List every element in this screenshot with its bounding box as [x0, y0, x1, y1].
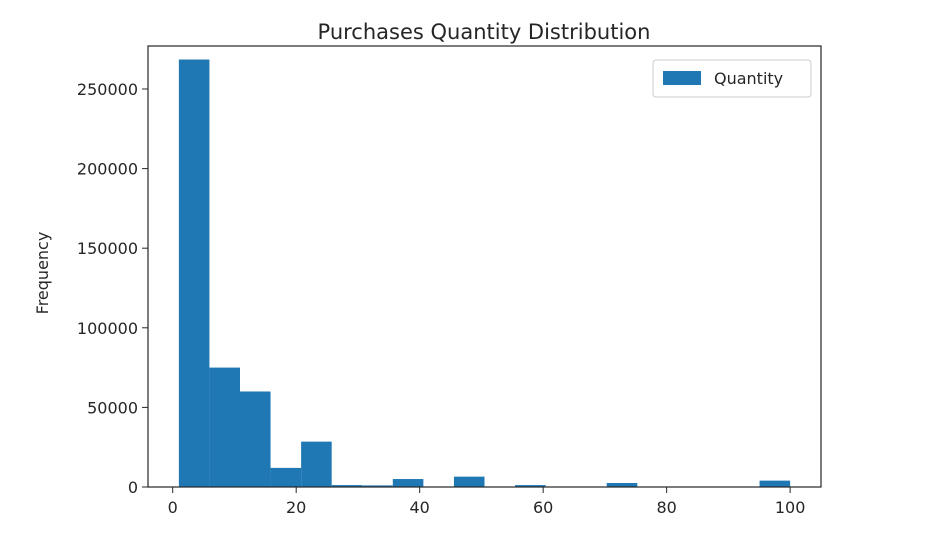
x-tick-label: 20 — [286, 498, 306, 517]
bar-bin-5 — [331, 485, 363, 487]
y-tick-label: 250000 — [77, 80, 138, 99]
bar-bin-9 — [453, 476, 485, 487]
x-axis: 0 20 40 60 80 100 — [168, 487, 806, 517]
x-tick-label: 60 — [533, 498, 553, 517]
bar-bin-7 — [392, 479, 424, 487]
x-tick-label: 80 — [656, 498, 676, 517]
plot-frame — [147, 45, 822, 488]
legend-swatch — [663, 71, 701, 85]
bar-bin-2 — [239, 391, 271, 487]
bar-bin-3 — [270, 467, 302, 487]
legend: Quantity — [652, 59, 812, 98]
bar-bin-11 — [515, 485, 546, 487]
bar-bin-14 — [606, 483, 638, 487]
bar-bin-6 — [362, 485, 393, 487]
y-tick-label: 100000 — [77, 319, 138, 338]
bar-bin-19 — [759, 480, 791, 487]
y-tick-label: 0 — [128, 478, 138, 497]
chart-title: Purchases Quantity Distribution — [318, 20, 651, 44]
y-tick-label: 150000 — [77, 239, 138, 258]
bar-bin-0 — [178, 59, 210, 487]
bar-bin-1 — [209, 367, 240, 487]
x-tick-label: 100 — [775, 498, 806, 517]
legend-box — [652, 59, 812, 98]
y-tick-label: 50000 — [87, 398, 138, 417]
bars-group — [178, 59, 791, 487]
y-axis-label: Frequency — [33, 232, 52, 315]
x-tick-label: 40 — [409, 498, 429, 517]
x-tick-label: 0 — [168, 498, 178, 517]
bar-bin-4 — [301, 441, 332, 487]
legend-label-quantity: Quantity — [714, 69, 783, 88]
y-axis: 0 50000 100000 150000 200000 250000 — [77, 80, 148, 497]
y-tick-label: 200000 — [77, 160, 138, 179]
